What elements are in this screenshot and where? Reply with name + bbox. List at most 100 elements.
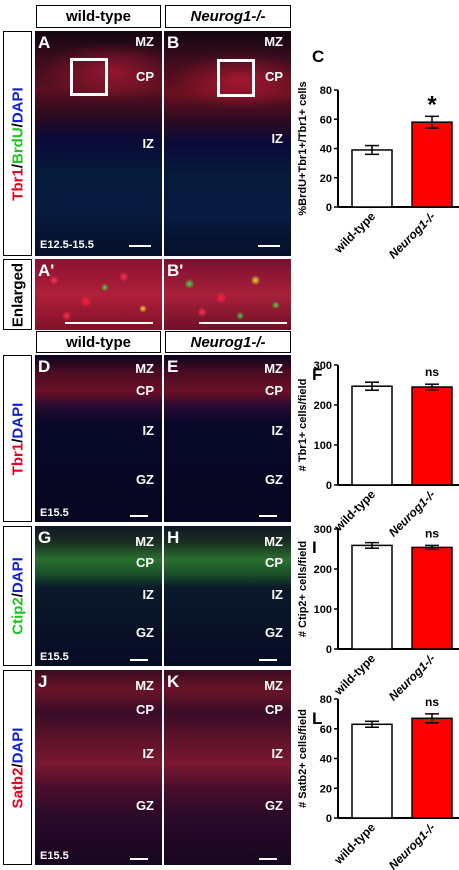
zone-label-cp: CP xyxy=(264,383,283,398)
panel-label-e: E xyxy=(167,357,179,376)
scale-bar xyxy=(65,322,153,324)
image-panel-b-prime: B' xyxy=(164,259,291,330)
panel-label-g: G xyxy=(38,528,52,547)
zone-label-mz: MZ xyxy=(264,678,283,693)
panel-label-b-prime: B' xyxy=(167,261,184,280)
label-brdu: BrdU xyxy=(9,126,26,164)
chart-l-bar-1 xyxy=(411,717,453,819)
scale-bar xyxy=(130,858,148,860)
zone-label-gz: GZ xyxy=(135,798,154,813)
chart-l-y-tick-label: 80 xyxy=(320,694,332,706)
chart-c-bar-0 xyxy=(351,149,393,208)
panel-label-b: B xyxy=(167,33,180,52)
zone-label-gz: GZ xyxy=(264,625,283,640)
panel-label-h: H xyxy=(167,528,180,547)
chart-l-significance-label: ns xyxy=(425,695,439,709)
panel-label-a-prime: A' xyxy=(38,261,55,280)
zone-label-mz: MZ xyxy=(264,361,283,376)
scale-bar xyxy=(130,659,148,661)
chart-c-panel-label: C xyxy=(312,47,324,66)
inset-box xyxy=(217,59,255,97)
zone-label-cp: CP xyxy=(135,555,154,570)
chart-l-y-axis-label: # Satb2+ cells/field xyxy=(297,709,309,808)
scale-bar xyxy=(129,245,151,247)
zone-label-iz: IZ xyxy=(271,131,283,146)
chart-c-category-label-0: wild-type xyxy=(331,209,379,257)
scale-bar xyxy=(259,659,277,661)
image-panel-h: H MZ CP IZ GZ xyxy=(164,526,291,666)
zone-label-cp: CP xyxy=(135,383,154,398)
chart-f-y-axis-label: # Tbr1+ cells/field xyxy=(297,379,309,472)
chart-f-significance-label: ns xyxy=(425,365,439,379)
image-panel-d: D MZ CP IZ GZ E15.5 xyxy=(35,355,162,522)
zone-label-mz: MZ xyxy=(135,678,154,693)
chart-l-y-tick-label: 40 xyxy=(320,754,332,766)
scale-bar xyxy=(259,858,277,860)
chart-f-y-tick-label: 100 xyxy=(314,440,332,452)
zone-label-cp: CP xyxy=(264,69,283,84)
zone-label-gz: GZ xyxy=(135,472,154,487)
zone-label-mz: MZ xyxy=(264,534,283,549)
chart-c-y-tick-label: 40 xyxy=(320,144,332,156)
zone-label-iz: IZ xyxy=(271,423,283,438)
image-panel-k: K MZ CP IZ GZ xyxy=(164,670,291,865)
chart-f-bar-0 xyxy=(351,385,393,486)
scale-bar xyxy=(259,515,277,517)
header-neurog1: Neurog1-/- xyxy=(165,331,291,353)
age-label: E15.5 xyxy=(40,507,69,519)
zone-label-cp: CP xyxy=(135,69,154,84)
chart-i-y-tick-label: 200 xyxy=(314,564,332,576)
image-panel-a: A MZ CP IZ E12.5-15.5 xyxy=(35,31,162,256)
zone-label-gz: GZ xyxy=(264,472,283,487)
chart-l-category-label-1: Neurog1-/- xyxy=(386,820,438,870)
chart-l-bar-0 xyxy=(351,723,393,819)
panel-label-a: A xyxy=(38,33,51,52)
chart-i-category-label-0: wild-type xyxy=(331,651,379,699)
chart-f-category-label-1: Neurog1-/- xyxy=(386,487,438,539)
chart-c-y-tick-label: 0 xyxy=(326,202,332,214)
chart-c-category-label-1: Neurog1-/- xyxy=(386,209,438,261)
zone-label-iz: IZ xyxy=(142,587,154,602)
zone-label-iz: IZ xyxy=(142,746,154,761)
age-label: E15.5 xyxy=(40,651,69,663)
panel-label-k: K xyxy=(167,672,180,691)
zone-label-mz: MZ xyxy=(135,34,154,49)
chart-l-category-label-0: wild-type xyxy=(331,820,379,868)
chart-c-y-axis-label: %BrdU+Tbr1+/Tbr1+ cells xyxy=(297,81,309,215)
zone-label-cp: CP xyxy=(264,702,283,717)
row-label-enlarged: Enlarged xyxy=(3,259,32,330)
chart-c-y-tick-label: 20 xyxy=(320,173,332,185)
image-panel-j: J MZ CP IZ GZ E15.5 xyxy=(35,670,162,865)
scale-bar xyxy=(199,322,287,324)
zone-label-cp: CP xyxy=(135,702,154,717)
chart-i-bar-0 xyxy=(351,544,393,650)
zone-label-iz: IZ xyxy=(271,746,283,761)
scale-bar xyxy=(258,245,280,247)
row-label-tbr1-brdu-dapi: Tbr1/BrdU/DAPI xyxy=(3,31,32,256)
label-tbr1: Tbr1 xyxy=(9,167,26,201)
scale-bar xyxy=(130,515,148,517)
zone-label-iz: IZ xyxy=(142,136,154,151)
zone-label-gz: GZ xyxy=(264,798,283,813)
row-label-ctip2-dapi: Ctip2/DAPI xyxy=(3,526,32,666)
chart-f-panel-label: F xyxy=(312,365,322,384)
chart-f-category-label-0: wild-type xyxy=(331,487,379,535)
header-wild-type-top: wild-type xyxy=(36,5,161,28)
chart-i-category-label-1: Neurog1-/- xyxy=(386,651,438,703)
zone-label-mz: MZ xyxy=(264,34,283,49)
chart-i-y-tick-label: 100 xyxy=(314,604,332,616)
zone-label-mz: MZ xyxy=(135,361,154,376)
chart-c-y-tick-label: 80 xyxy=(320,85,332,97)
zone-label-iz: IZ xyxy=(142,423,154,438)
age-label: E15.5 xyxy=(40,850,69,862)
chart-l-y-tick-label: 0 xyxy=(326,813,332,825)
zone-label-gz: GZ xyxy=(135,625,154,640)
label-dapi: DAPI xyxy=(9,86,26,123)
chart-f-y-tick-label: 0 xyxy=(326,480,332,492)
chart-c-bar-1 xyxy=(411,121,453,208)
chart-f-bar-1 xyxy=(411,386,453,486)
zone-label-iz: IZ xyxy=(271,587,283,602)
chart-l-y-tick-label: 20 xyxy=(320,783,332,795)
zone-label-mz: MZ xyxy=(135,534,154,549)
inset-box xyxy=(70,58,108,96)
